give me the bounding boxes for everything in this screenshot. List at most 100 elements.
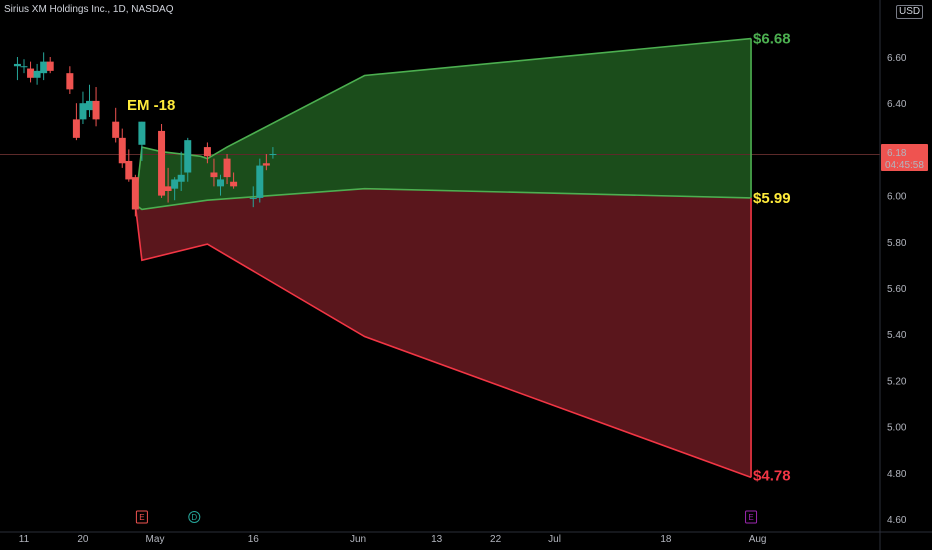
- expected-move-label: EM -18: [127, 97, 175, 114]
- upper-range-line: [134, 37, 752, 205]
- lower-range-line: [134, 204, 752, 479]
- candle-body: [223, 158, 231, 178]
- candle-body: [27, 68, 35, 78]
- candle: [112, 107, 120, 143]
- candle: [40, 52, 48, 81]
- candle-body: [158, 130, 166, 196]
- candle-body: [46, 61, 54, 71]
- chart-title: Sirius XM Holdings Inc., 1D, NASDAQ: [4, 4, 174, 15]
- candle-body: [203, 147, 211, 157]
- candle-body: [256, 165, 264, 198]
- candle-body: [138, 121, 146, 145]
- x-tick-label: May: [146, 534, 165, 545]
- candle: [223, 154, 231, 185]
- candle: [217, 174, 224, 196]
- candle-body: [177, 174, 185, 182]
- candle-body: [210, 172, 218, 178]
- candle: [86, 84, 93, 118]
- candle-body: [86, 100, 93, 111]
- candle: [203, 142, 211, 164]
- x-tick-label: Aug: [749, 534, 767, 545]
- x-tick-label: 18: [660, 534, 672, 545]
- upper-range-fill: [135, 38, 752, 210]
- candle: [72, 103, 80, 141]
- last-price-tag: [881, 144, 928, 172]
- y-tick-label: 6.60: [887, 53, 907, 64]
- candle: [262, 154, 270, 171]
- candle: [13, 57, 21, 81]
- candle: [171, 177, 179, 201]
- candle: [138, 121, 146, 161]
- candle-body: [72, 119, 80, 138]
- y-tick-label: 5.20: [887, 376, 907, 387]
- x-tick-label: 11: [19, 534, 30, 545]
- mid-target-label: $5.99: [753, 190, 791, 207]
- event-marker: [135, 510, 148, 524]
- candle-body: [230, 181, 238, 187]
- event-glyph: E: [139, 513, 144, 522]
- candle-body: [249, 197, 257, 199]
- candle-body: [20, 66, 28, 68]
- y-tick-label: 5.40: [887, 330, 907, 341]
- candle-body: [171, 179, 179, 189]
- candle: [33, 63, 41, 85]
- event-glyph: D: [191, 513, 197, 522]
- candle: [131, 174, 139, 217]
- y-tick-label: 5.00: [887, 423, 907, 434]
- candle: [66, 66, 74, 94]
- candle: [249, 186, 257, 208]
- candle: [230, 172, 238, 189]
- candle: [27, 61, 35, 83]
- countdown-timer: 04:45:58: [885, 160, 924, 171]
- candle: [118, 128, 126, 168]
- candle-body: [262, 163, 270, 166]
- candle: [46, 57, 54, 74]
- y-tick-label: 5.80: [887, 238, 907, 249]
- y-tick-label: 6.00: [887, 192, 907, 203]
- candle-body: [164, 186, 172, 191]
- candle: [92, 87, 100, 127]
- candle-body: [33, 70, 41, 78]
- earnings-icon[interactable]: E: [745, 510, 758, 524]
- dividend-icon[interactable]: D: [188, 511, 201, 523]
- last-price-value: 6.18: [887, 148, 907, 159]
- candle-body: [66, 73, 74, 90]
- candle: [79, 91, 87, 124]
- candle: [269, 147, 277, 159]
- candle: [256, 158, 264, 203]
- candle-body: [40, 61, 48, 74]
- candle: [184, 137, 192, 182]
- candle-body: [217, 179, 224, 187]
- candle: [177, 151, 185, 191]
- candle-body: [13, 63, 21, 67]
- candle: [210, 158, 218, 187]
- lower-target-label: $4.78: [753, 467, 791, 484]
- y-tick-label: 6.40: [887, 99, 907, 110]
- candle: [164, 167, 172, 203]
- candle: [20, 59, 28, 74]
- candle-body: [79, 103, 87, 120]
- event-marker: [188, 511, 201, 523]
- event-glyph: E: [748, 513, 753, 522]
- candle-body: [118, 137, 126, 164]
- x-tick-label: 13: [431, 534, 443, 545]
- upper-target-label: $6.68: [753, 31, 791, 48]
- candle-body: [184, 140, 192, 173]
- candle-body: [125, 160, 133, 180]
- candle: [158, 123, 166, 198]
- candle: [125, 149, 133, 182]
- candle-body: [112, 121, 120, 138]
- x-tick-label: Jun: [350, 534, 366, 545]
- y-tick-label: 4.60: [887, 515, 907, 526]
- x-tick-label: 16: [248, 534, 260, 545]
- earnings-icon[interactable]: E: [135, 510, 148, 524]
- y-tick-label: 5.60: [887, 284, 907, 295]
- x-tick-label: Jul: [548, 534, 561, 545]
- currency-badge[interactable]: USD: [896, 5, 924, 19]
- mid-range-line: [134, 187, 752, 211]
- candle-body: [131, 177, 139, 210]
- lower-range-fill: [135, 188, 752, 478]
- candle-body: [269, 154, 277, 156]
- x-tick-label: 20: [77, 534, 89, 545]
